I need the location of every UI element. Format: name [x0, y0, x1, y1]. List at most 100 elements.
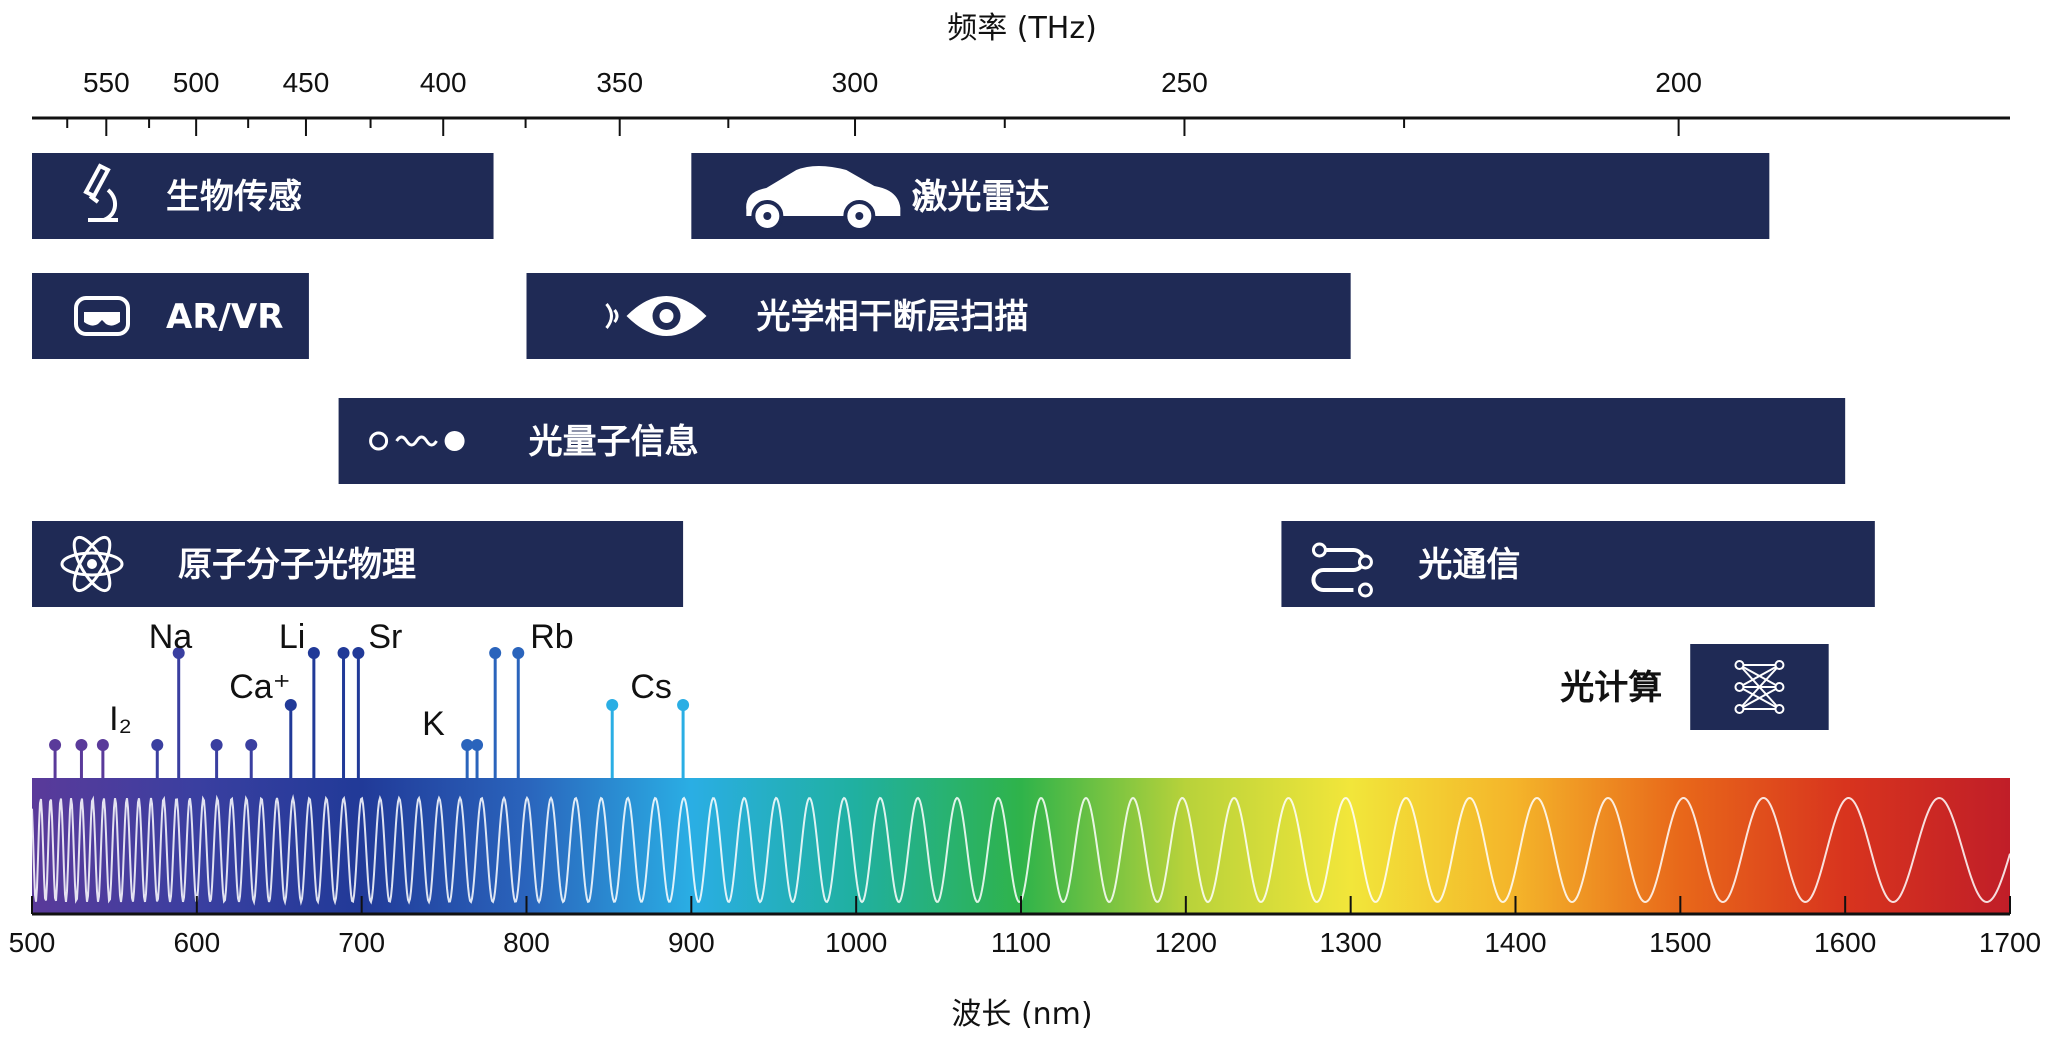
atom-icon	[72, 535, 112, 593]
atomic-line-marker	[172, 647, 185, 659]
bottom-axis: 500 600 700 800 900 1000 1100 1200 1300 1400 1500 1…	[9, 896, 2041, 958]
application-label: 激光雷达	[913, 177, 1049, 217]
atomic-line-marker	[284, 699, 297, 711]
neural-network-icon	[1734, 704, 1745, 714]
hub	[855, 212, 864, 220]
application-bar	[32, 153, 494, 239]
microscope-icon	[83, 163, 118, 222]
atom-icon	[72, 535, 112, 593]
element-label: Na	[149, 618, 193, 656]
bottom-tick-label: 1700	[1979, 927, 2041, 958]
application-label: 原子分子光物理	[178, 545, 416, 585]
atomic-line-marker	[210, 739, 223, 751]
top-tick-label: 400	[420, 67, 467, 98]
bottom-tick-label: 1100	[991, 927, 1051, 958]
element-label: Rb	[530, 618, 573, 656]
element-label: K	[422, 705, 445, 743]
atomic-line-marker	[461, 739, 474, 751]
atomic-line-marker	[471, 739, 484, 751]
vr-headset-icon	[74, 296, 130, 336]
neural-network-icon	[1734, 682, 1745, 692]
neural-network-icon	[1774, 704, 1785, 714]
application-4: 光量子信息	[338, 398, 1846, 484]
application-bar	[1281, 521, 1875, 607]
atomic-line-marker	[245, 739, 258, 751]
node	[1357, 554, 1373, 570]
application-label: 生物传感	[166, 177, 302, 217]
application-7: 光计算	[1560, 644, 1829, 730]
bottom-tick-label: 800	[503, 927, 550, 958]
element-label: Li	[279, 618, 305, 656]
wave	[395, 435, 438, 447]
application-6: 光通信	[1281, 521, 1875, 607]
atomic-line-marker	[337, 647, 350, 659]
top-tick-label: 300	[832, 67, 879, 98]
bottom-tick-label: 1600	[1814, 927, 1876, 958]
node	[1357, 582, 1373, 598]
bottom-tick-label: 1400	[1484, 927, 1546, 958]
bottom-tick-label: 1200	[1155, 927, 1217, 958]
atomic-line-marker	[96, 739, 109, 751]
atomic-line-marker	[151, 739, 164, 751]
application-label: 光通信	[1418, 545, 1520, 585]
node	[1311, 542, 1327, 558]
application-5: 原子分子光物理	[32, 521, 684, 607]
application-label: AR/VR	[166, 297, 283, 337]
element-label: Ca⁺	[229, 668, 290, 706]
element-label: I₂	[109, 700, 132, 738]
application-label: 光量子信息	[529, 422, 699, 462]
atomic-line-marker	[677, 699, 690, 711]
top-tick-label: 550	[83, 67, 130, 98]
application-label: 光学相干断层扫描	[757, 297, 1029, 337]
atomic-line-marker	[49, 739, 62, 751]
top-tick-label: 450	[283, 67, 330, 98]
top-tick-label: 250	[1161, 67, 1208, 98]
application-label: 光计算	[1560, 668, 1662, 708]
bottom-tick-label: 700	[338, 927, 385, 958]
top-tick-label: 500	[173, 67, 220, 98]
neural-network-icon	[1774, 660, 1785, 670]
atomic-lines: Na I₂ Li Ca⁺ Sr K Rb Cs	[49, 618, 690, 778]
application-bar	[32, 521, 684, 607]
bottom-tick-label: 1300	[1320, 927, 1382, 958]
application-1: 激光雷达	[691, 153, 1770, 239]
atomic-line-marker	[352, 647, 365, 659]
x-axis-label: 波长 (nm)	[951, 997, 1092, 1032]
edge	[1738, 686, 1780, 710]
top-axis-label: 频率 (THz)	[947, 11, 1097, 46]
application-3: 光学相干断层扫描	[526, 273, 1351, 359]
network-icon	[1311, 548, 1366, 592]
hub	[763, 212, 772, 220]
neural-network-icon	[1734, 660, 1745, 670]
bottom-tick-label: 900	[668, 927, 715, 958]
bottom-tick-label: 1500	[1649, 927, 1711, 958]
element-label: Cs	[630, 668, 672, 706]
nucleus	[87, 559, 97, 569]
bottom-tick-label: 500	[9, 927, 56, 958]
spectrum-band	[31, 778, 2011, 914]
photon-icon	[369, 431, 389, 451]
atomic-line-marker	[307, 647, 320, 659]
element-label: Sr	[368, 618, 402, 656]
application-bar	[338, 398, 1846, 484]
top-tick-label: 350	[596, 67, 643, 98]
application-0: 生物传感	[32, 153, 494, 239]
vr-lens	[84, 312, 120, 326]
edge	[1738, 664, 1781, 710]
atomic-line-marker	[606, 699, 619, 711]
atomic-line-marker	[75, 739, 88, 751]
neural-network-icon	[1774, 682, 1785, 692]
top-tick-label: 200	[1655, 67, 1702, 98]
scan-waves	[605, 303, 619, 329]
signal-waves	[912, 183, 928, 213]
spectrum-gradient	[32, 778, 2010, 914]
atom-icon	[60, 551, 124, 577]
top-axis: 550 500 450 400 350 300 250 200	[32, 67, 2010, 136]
application-bar	[32, 273, 309, 359]
application-2: AR/VR	[32, 273, 309, 359]
particle	[444, 431, 465, 451]
atomic-line-marker	[512, 647, 525, 659]
iris	[659, 309, 674, 323]
